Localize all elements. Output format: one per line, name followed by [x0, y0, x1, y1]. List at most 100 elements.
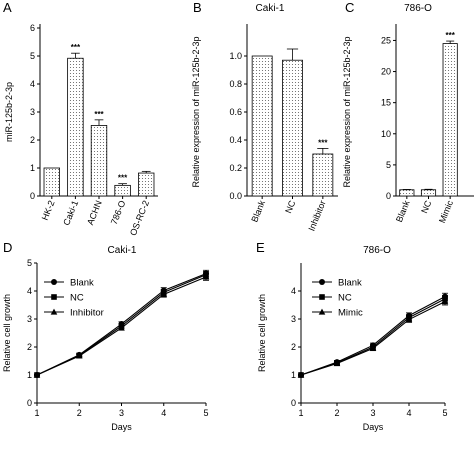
panel-letter-c: C	[345, 0, 354, 15]
legend-marker-e-blank	[319, 279, 325, 285]
chart-title-d: Caki-1	[108, 245, 137, 256]
x-tick-label-e: 2	[334, 408, 339, 418]
significance-label-a: ***	[94, 110, 104, 119]
bar-a-hk-2	[43, 167, 60, 197]
x-tick-label-a: ACHN	[85, 199, 104, 226]
y-tick-label-c: 20	[381, 67, 391, 77]
bar-a-os-rc-2	[138, 172, 155, 197]
x-tick-label-a: Caki-1	[61, 199, 80, 227]
legend-label-e-nc: NC	[338, 293, 352, 304]
x-tick-label-a: 786-O	[109, 199, 128, 226]
bar-c-blank	[399, 189, 415, 197]
x-tick-label-e: 5	[442, 408, 447, 418]
legend-marker-d-blank	[51, 279, 57, 285]
x-tick-label-e: 4	[406, 408, 411, 418]
data-point-e-mimic	[405, 316, 413, 323]
x-tick-label-d: 3	[119, 408, 124, 418]
bar-c-nc	[420, 189, 437, 197]
y-tick-label-e: 3	[291, 314, 296, 324]
series-line-e-blank	[300, 296, 446, 376]
x-tick-label-b: NC	[283, 199, 297, 215]
legend-label-d-nc: NC	[70, 293, 84, 304]
data-point-d-inhibitor	[202, 273, 210, 280]
bar-b-inhibitor	[312, 153, 334, 197]
legend-label-e-mimic: Mimic	[338, 308, 363, 319]
x-tick-label-d: 5	[203, 408, 208, 418]
y-tick-label-a: 1	[30, 163, 35, 173]
bar-a-786-o	[114, 184, 131, 197]
y-axis-label-c: Relative expression of miR-125b-2-3p	[342, 36, 352, 187]
significance-label-c: ***	[445, 31, 455, 40]
chart-title-c: 786-O	[404, 3, 432, 14]
x-tick-label-d: 1	[34, 408, 39, 418]
legend-marker-d-inhibitor	[50, 308, 58, 315]
y-tick-label-a: 6	[30, 23, 35, 33]
bar-a-achn	[90, 125, 108, 197]
y-tick-label-e: 1	[291, 370, 296, 380]
y-tick-label-d: 1	[27, 370, 32, 380]
y-tick-label-a: 2	[30, 135, 35, 145]
y-tick-label-e: 4	[291, 286, 296, 296]
bar-c-mimic	[442, 43, 458, 197]
legend-label-d-blank: Blank	[70, 278, 94, 289]
y-tick-label-a: 5	[30, 51, 35, 61]
x-tick-label-c: Blank	[394, 199, 412, 224]
bar-a-caki-1	[67, 57, 84, 197]
panel-letter-e: E	[256, 240, 265, 255]
y-tick-label-e: 0	[291, 398, 296, 408]
y-tick-label-a: 0	[30, 191, 35, 201]
y-axis-label-d: Relative cell growth	[2, 294, 12, 372]
legend-marker-e-mimic	[318, 308, 326, 315]
significance-label-a: ***	[118, 174, 128, 183]
y-tick-label-c: 0	[386, 191, 391, 201]
y-tick-label-c: 15	[381, 98, 391, 108]
data-point-e-mimic	[441, 298, 449, 305]
bar-b-nc	[282, 59, 303, 197]
y-tick-label-a: 4	[30, 79, 35, 89]
y-axis-label-a: miR-125b-2-3p	[4, 82, 14, 142]
y-tick-label-d: 4	[27, 286, 32, 296]
chart-title-b: Caki-1	[256, 3, 285, 14]
legend-label-e-blank: Blank	[338, 278, 362, 289]
y-tick-label-b: 0.6	[229, 107, 242, 117]
x-axis-label-d: Days	[111, 422, 132, 432]
x-tick-label-b: Blank	[249, 199, 267, 224]
data-point-d-inhibitor	[160, 290, 168, 297]
significance-label-a: ***	[71, 43, 81, 52]
y-tick-label-c: 5	[386, 160, 391, 170]
x-tick-label-b: Inhibitor	[306, 199, 327, 232]
y-tick-label-b: 0.4	[229, 135, 242, 145]
y-tick-label-e: 2	[291, 342, 296, 352]
x-tick-label-d: 2	[77, 408, 82, 418]
panel-letter-d: D	[3, 240, 12, 255]
y-tick-label-c: 10	[381, 129, 391, 139]
bar-b-blank	[251, 55, 273, 197]
y-tick-label-c: 25	[381, 35, 391, 45]
x-axis-label-e: Days	[363, 422, 384, 432]
panel-letter-b: B	[193, 0, 202, 15]
x-tick-label-e: 3	[370, 408, 375, 418]
panel-letter-a: A	[3, 0, 12, 15]
x-tick-label-e: 1	[298, 408, 303, 418]
data-point-e-mimic	[369, 345, 377, 351]
y-tick-label-d: 0	[27, 398, 32, 408]
legend-marker-d-nc	[51, 294, 57, 300]
x-tick-label-c: NC	[419, 199, 433, 215]
x-tick-label-a: OS-RC-2	[128, 199, 151, 237]
y-axis-label-b: Relative expression of miR-125b-2-3p	[191, 36, 201, 187]
significance-label-b: ***	[318, 138, 328, 147]
y-tick-label-b: 0.8	[229, 79, 242, 89]
x-tick-label-c: Mimic	[437, 199, 455, 225]
y-tick-label-d: 5	[27, 258, 32, 268]
y-tick-label-d: 2	[27, 342, 32, 352]
data-point-d-inhibitor	[118, 324, 125, 331]
x-tick-label-d: 4	[161, 408, 166, 418]
y-axis-label-e: Relative cell growth	[257, 294, 267, 372]
x-tick-label-a: HK-2	[40, 199, 57, 222]
data-point-e-mimic	[333, 360, 341, 367]
y-tick-label-d: 3	[27, 314, 32, 324]
chart-title-e: 786-O	[363, 245, 391, 256]
legend-marker-e-nc	[319, 294, 325, 300]
y-tick-label-b: 1.0	[229, 51, 242, 61]
